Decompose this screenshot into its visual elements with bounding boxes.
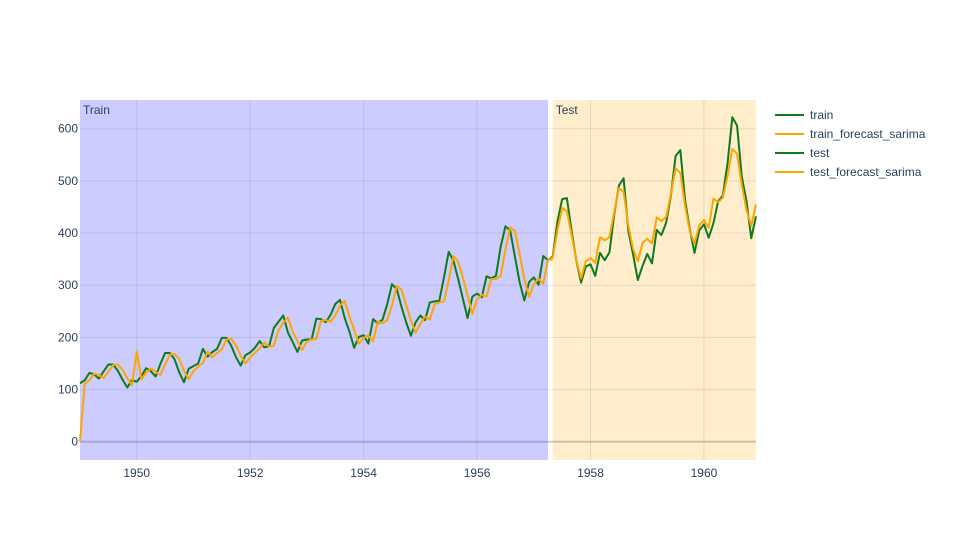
y-tick-label: 600 [58,122,78,136]
series-line-test [547,116,757,284]
y-tick-label: 300 [58,278,78,292]
legend-label: test_forecast_sarima [810,165,922,179]
y-tick-label: 200 [58,330,78,344]
region-label-layer: Train Test [83,103,578,117]
y-tick-label: 100 [58,383,78,397]
x-tick-label: 1950 [123,466,150,480]
y-tick-labels: 0 100 200 300 400 500 600 [58,122,78,449]
region-label-test: Test [556,103,579,117]
region-label-train: Train [83,103,110,117]
x-tick-label: 1952 [237,466,264,480]
legend-label: test [810,146,830,160]
series-layer [79,116,757,442]
x-tick-label: 1960 [691,466,718,480]
legend-item-test-forecast-sarima[interactable]: test_forecast_sarima [775,165,922,179]
legend-item-train-forecast-sarima[interactable]: train_forecast_sarima [775,127,926,141]
x-tick-label: 1954 [350,466,377,480]
legend-item-train[interactable]: train [775,108,833,122]
region-test [552,100,756,460]
region-train [80,100,548,460]
legend-label: train_forecast_sarima [810,127,926,141]
y-tick-label: 500 [58,174,78,188]
legend-label: train [810,108,833,122]
y-tick-label: 0 [71,435,78,449]
region-layer [80,100,756,460]
x-tick-label: 1956 [464,466,491,480]
gridline-layer [80,100,756,460]
series-line-test-forecast-sarima [547,148,757,280]
x-tick-labels: 1950 1952 1954 1956 1958 1960 [123,466,717,480]
x-tick-label: 1958 [577,466,604,480]
y-tick-label: 400 [58,226,78,240]
series-line-train-forecast-sarima [79,226,553,442]
legend-item-test[interactable]: test [775,146,830,160]
